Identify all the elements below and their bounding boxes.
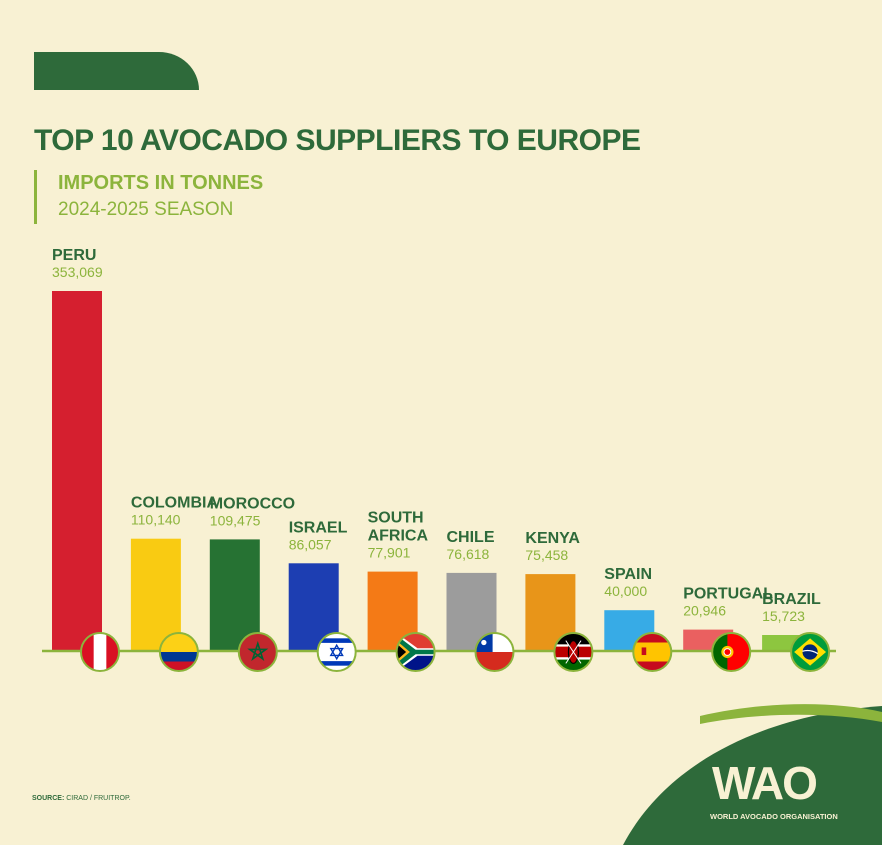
category-label-brazil: BRAZIL xyxy=(762,591,821,608)
category-label-kenya: KENYA xyxy=(525,530,580,547)
brazil-flag-icon xyxy=(790,632,831,672)
category-label-south-africa: SOUTH AFRICA xyxy=(368,510,429,545)
value-label-portugal: 20,946 xyxy=(683,603,726,619)
value-label-south-africa: 77,901 xyxy=(368,545,411,561)
source-text: CIRAD / FRUITROP. xyxy=(66,795,131,802)
value-label-brazil: 15,723 xyxy=(762,608,805,624)
morocco-flag-icon xyxy=(237,632,278,672)
value-label-colombia: 110,140 xyxy=(131,512,181,528)
wao-logo-name: WORLD AVOCADO ORGANISATION xyxy=(710,812,838,821)
value-label-morocco: 109,475 xyxy=(210,512,261,528)
bar-morocco xyxy=(209,539,260,651)
category-label-chile: CHILE xyxy=(447,529,495,546)
value-label-spain: 40,000 xyxy=(604,583,647,599)
category-label-israel: ISRAEL xyxy=(289,519,348,536)
colombia-flag-icon xyxy=(158,632,199,672)
flags-group xyxy=(80,632,831,672)
chart-subtitle-units: IMPORTS IN TONNES xyxy=(58,172,264,194)
kenya-flag-icon xyxy=(553,632,594,672)
category-label-spain: SPAIN xyxy=(604,566,652,583)
category-label-colombia: COLOMBIA xyxy=(131,495,219,512)
category-label-portugal: PORTUGAL xyxy=(683,586,773,603)
chart-title: TOP 10 AVOCADO SUPPLIERS TO EUROPE xyxy=(34,124,641,157)
value-label-peru: 353,069 xyxy=(52,264,103,280)
source-label: SOURCE: xyxy=(32,795,65,802)
spain-flag-icon xyxy=(632,632,673,672)
logo-swoosh-accent xyxy=(700,704,882,724)
south-africa-flag-icon xyxy=(395,632,436,672)
bar-colombia xyxy=(130,538,181,651)
category-label-peru: PERU xyxy=(52,247,96,264)
wao-logo: WAO xyxy=(712,757,818,809)
peru-flag-icon xyxy=(80,632,120,672)
israel-flag-icon xyxy=(316,632,357,672)
category-label-morocco: MOROCCO xyxy=(210,495,295,512)
portugal-flag-icon xyxy=(711,632,752,672)
bar-peru xyxy=(52,291,102,651)
chile-flag-icon xyxy=(474,632,515,672)
header-banner xyxy=(34,52,199,90)
subtitle-accent-bar xyxy=(34,170,37,224)
logo-swoosh xyxy=(623,706,882,845)
value-label-chile: 76,618 xyxy=(447,546,490,562)
chart-subtitle-season: 2024-2025 SEASON xyxy=(58,199,234,220)
value-label-israel: 86,057 xyxy=(289,536,332,552)
value-label-kenya: 75,458 xyxy=(525,547,568,563)
source-note: SOURCE: CIRAD / FRUITROP. xyxy=(32,795,131,802)
